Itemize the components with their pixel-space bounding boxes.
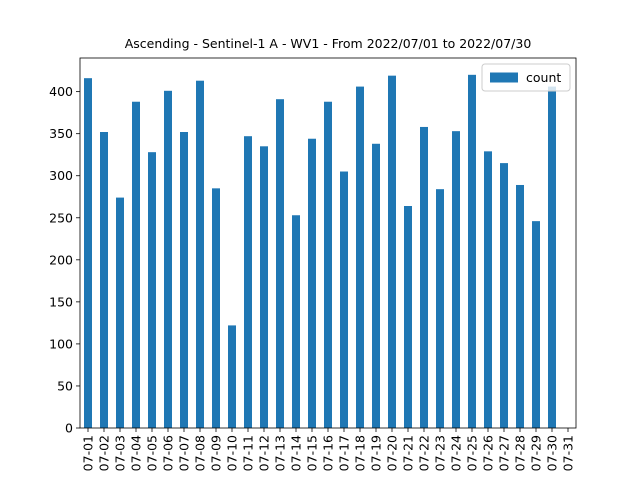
x-tick-label: 07-18 — [353, 435, 368, 471]
x-tick-label: 07-28 — [513, 435, 528, 471]
bar-07-01 — [84, 78, 92, 429]
bar-07-28 — [516, 184, 524, 428]
x-tick-label: 07-17 — [337, 435, 352, 471]
bar-07-13 — [276, 99, 284, 428]
y-tick-label: 350 — [49, 126, 73, 141]
y-tick-label: 250 — [49, 210, 73, 225]
bar-07-30 — [548, 86, 556, 428]
x-tick-label: 07-23 — [433, 435, 448, 471]
x-tick-label: 07-16 — [321, 435, 336, 471]
x-tick-label: 07-15 — [305, 435, 320, 471]
bar-07-24 — [452, 131, 460, 428]
bar-07-03 — [116, 197, 124, 428]
x-tick-label: 07-22 — [417, 435, 432, 471]
y-tick-label: 400 — [49, 84, 73, 99]
y-tick-label: 200 — [49, 252, 73, 267]
x-tick-label: 07-29 — [529, 435, 544, 471]
bar-07-15 — [308, 138, 316, 429]
x-tick-label: 07-24 — [449, 435, 464, 471]
bar-07-14 — [292, 215, 300, 428]
bar-07-17 — [340, 171, 348, 428]
x-tick-label: 07-30 — [545, 435, 560, 471]
x-tick-label: 07-25 — [465, 435, 480, 471]
bar-07-20 — [388, 75, 396, 428]
x-tick-label: 07-02 — [97, 435, 112, 471]
bar-07-07 — [180, 132, 188, 428]
legend: count — [481, 63, 571, 92]
y-tick-label: 100 — [49, 336, 73, 351]
bar-07-16 — [324, 101, 332, 428]
x-tick-label: 07-03 — [113, 435, 128, 471]
legend-label-count: count — [526, 70, 561, 85]
bar-07-27 — [500, 163, 508, 429]
x-axis: 07-01 07-02 07-03 07-04 07-05 07-06 07-07 07-08… — [81, 428, 576, 471]
axes-spines — [79, 57, 577, 429]
bar-07-25 — [468, 74, 476, 428]
bar-07-10 — [228, 325, 236, 428]
bar-07-21 — [404, 206, 412, 428]
x-tick-label: 07-13 — [273, 435, 288, 471]
x-tick-label: 07-26 — [481, 435, 496, 471]
x-tick-label: 07-31 — [561, 435, 576, 471]
bar-07-18 — [356, 86, 364, 428]
x-tick-label: 07-11 — [241, 435, 256, 471]
bar-07-06 — [164, 90, 172, 429]
bar-07-11 — [244, 136, 252, 428]
bar-07-23 — [436, 189, 444, 428]
x-tick-label: 07-01 — [81, 435, 96, 471]
x-tick-label: 07-27 — [497, 435, 512, 471]
x-tick-label: 07-08 — [193, 435, 208, 471]
x-tick-label: 07-09 — [209, 435, 224, 471]
x-tick-label: 07-06 — [161, 435, 176, 471]
x-tick-label: 07-10 — [225, 435, 240, 471]
bar-07-26 — [484, 151, 492, 428]
y-axis: 0 50 100 150 200 250 300 350 400 — [49, 84, 80, 436]
x-tick-label: 07-12 — [257, 435, 272, 471]
chart-title: Ascending - Sentinel-1 A - WV1 - From 20… — [125, 36, 532, 51]
x-tick-label: 07-14 — [289, 435, 304, 471]
plot-frame — [79, 57, 577, 429]
bar-07-12 — [260, 146, 268, 429]
y-tick-label: 50 — [57, 378, 73, 393]
y-tick-label: 300 — [49, 168, 73, 183]
bar-07-05 — [148, 152, 156, 428]
bar-07-02 — [100, 132, 108, 428]
bar-07-29 — [532, 221, 540, 428]
bar-07-19 — [372, 143, 380, 428]
bar-07-22 — [420, 126, 428, 428]
y-tick-label: 0 — [65, 421, 73, 436]
y-tick-label: 150 — [49, 294, 73, 309]
bar-07-08 — [196, 80, 204, 428]
x-tick-label: 07-19 — [369, 435, 384, 471]
bar-07-04 — [132, 101, 140, 428]
x-tick-label: 07-21 — [401, 435, 416, 471]
legend-swatch-count — [490, 72, 518, 83]
x-tick-label: 07-20 — [385, 435, 400, 471]
x-tick-label: 07-04 — [129, 435, 144, 471]
bars-layer — [84, 74, 556, 429]
x-tick-label: 07-07 — [177, 435, 192, 471]
legend-box — [481, 63, 571, 92]
bar-07-09 — [212, 188, 220, 428]
x-tick-label: 07-05 — [145, 435, 160, 471]
